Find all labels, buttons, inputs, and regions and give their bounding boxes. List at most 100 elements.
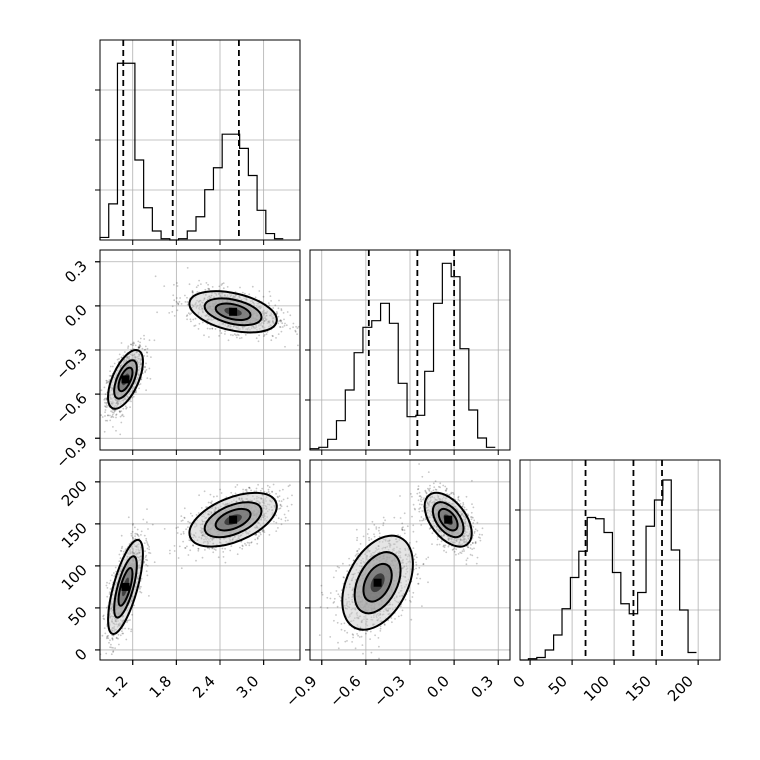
scatter-point: [115, 413, 118, 416]
scatter-point: [390, 617, 393, 619]
scatter-point: [278, 489, 281, 492]
scatter-point: [279, 319, 282, 322]
scatter-point: [112, 647, 114, 649]
scatter-point: [107, 381, 109, 383]
scatter-point: [291, 494, 293, 497]
scatter-point: [122, 407, 125, 410]
scatter-point: [183, 516, 186, 519]
scatter-point: [105, 652, 108, 655]
scatter-point: [136, 528, 139, 531]
scatter-point: [280, 319, 283, 322]
scatter-point: [413, 558, 416, 561]
scatter-point: [106, 419, 109, 422]
scatter-point: [408, 541, 411, 544]
scatter-point: [211, 547, 214, 550]
scatter-point: [277, 496, 279, 499]
scatter-point: [180, 303, 183, 305]
scatter-point: [105, 637, 108, 640]
density-peak: [121, 375, 130, 384]
scatter-point: [130, 628, 133, 631]
scatter-point: [280, 320, 282, 323]
scatter-point: [112, 416, 115, 418]
scatter-point: [146, 543, 149, 545]
scatter-point: [213, 548, 216, 551]
scatter-point: [280, 523, 283, 526]
scatter-point: [163, 528, 166, 530]
panel-content: [100, 483, 293, 656]
scatter-point: [171, 311, 174, 313]
scatter-point: [285, 324, 288, 327]
scatter-point: [140, 591, 143, 594]
scatter-point: [296, 333, 298, 335]
scatter-point: [275, 311, 278, 313]
scatter-point: [121, 545, 124, 548]
scatter-point: [177, 557, 180, 559]
scatter-point: [103, 398, 106, 401]
scatter-point: [267, 490, 270, 493]
scatter-point: [411, 515, 413, 518]
scatter-point: [175, 297, 178, 299]
scatter-point: [143, 355, 146, 357]
scatter-point: [245, 488, 248, 491]
scatter-point: [149, 552, 152, 554]
scatter-point: [187, 520, 190, 523]
scatter-point: [179, 297, 182, 299]
scatter-point: [335, 590, 338, 592]
scatter-point: [145, 570, 148, 573]
scatter-point: [143, 338, 146, 340]
scatter-point: [194, 324, 197, 327]
scatter-point: [119, 557, 122, 559]
scatter-point: [281, 326, 284, 328]
scatter-point: [266, 331, 269, 333]
scatter-point: [108, 591, 111, 594]
scatter-point: [176, 309, 179, 312]
scatter-point: [112, 426, 114, 428]
scatter-point: [257, 483, 259, 486]
scatter-point: [119, 634, 122, 637]
scatter-point: [261, 529, 264, 532]
scatter-point: [146, 547, 149, 550]
scatter-point: [208, 288, 211, 291]
scatter-point: [134, 537, 137, 540]
scatter-point: [184, 547, 187, 549]
scatter-point: [375, 526, 378, 528]
scatter-point: [184, 547, 187, 549]
density-contour: [214, 507, 252, 532]
scatter-point: [137, 346, 140, 349]
scatter-point: [271, 490, 273, 493]
scatter-point: [132, 344, 135, 347]
scatter-point: [143, 542, 146, 544]
scatter-point: [329, 597, 332, 600]
scatter-point: [248, 486, 250, 489]
scatter-point: [214, 549, 217, 551]
scatter-point: [197, 284, 200, 287]
scatter-point: [184, 294, 186, 297]
scatter-point: [248, 293, 251, 296]
panel-frame: [519, 459, 721, 661]
panel-content: [318, 463, 484, 660]
scatter-point: [118, 553, 121, 556]
scatter-point: [117, 637, 119, 640]
scatter-point: [132, 341, 135, 344]
scatter-point: [139, 590, 142, 593]
scatter-point: [218, 335, 221, 337]
scatter-point: [262, 530, 264, 533]
scatter-point: [256, 536, 259, 539]
density-contour: [113, 359, 138, 400]
scatter-point: [138, 387, 141, 390]
scatter-point: [139, 341, 142, 344]
scatter-point: [279, 504, 282, 507]
scatter-point: [289, 314, 292, 317]
scatter-point: [110, 410, 112, 413]
scatter-point: [292, 322, 295, 325]
density-contour: [203, 501, 263, 539]
scatter-point: [292, 326, 294, 329]
scatter-point: [274, 304, 277, 307]
scatter-point: [278, 507, 281, 510]
scatter-point: [379, 627, 382, 630]
scatter-point: [173, 299, 176, 302]
scatter-point: [276, 495, 279, 498]
scatter-point: [373, 533, 375, 536]
scatter-point: [148, 339, 151, 342]
scatter-point: [259, 489, 262, 492]
